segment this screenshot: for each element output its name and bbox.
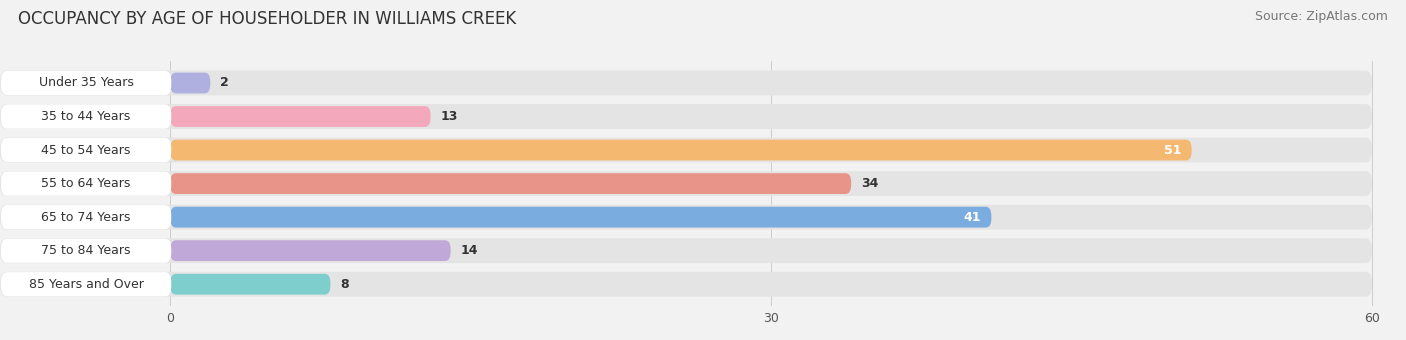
FancyBboxPatch shape [170, 173, 851, 194]
Text: 34: 34 [862, 177, 879, 190]
FancyBboxPatch shape [0, 171, 1372, 196]
FancyBboxPatch shape [0, 205, 1372, 230]
FancyBboxPatch shape [1, 104, 172, 129]
FancyBboxPatch shape [1, 171, 172, 196]
FancyBboxPatch shape [170, 240, 451, 261]
FancyBboxPatch shape [170, 207, 991, 227]
FancyBboxPatch shape [170, 274, 330, 294]
FancyBboxPatch shape [1, 71, 172, 95]
FancyBboxPatch shape [170, 106, 430, 127]
FancyBboxPatch shape [0, 104, 1372, 129]
Text: 51: 51 [1164, 143, 1181, 156]
FancyBboxPatch shape [0, 272, 1372, 296]
Text: 65 to 74 Years: 65 to 74 Years [41, 211, 131, 224]
FancyBboxPatch shape [1, 138, 172, 162]
Text: Under 35 Years: Under 35 Years [39, 76, 134, 89]
Text: OCCUPANCY BY AGE OF HOUSEHOLDER IN WILLIAMS CREEK: OCCUPANCY BY AGE OF HOUSEHOLDER IN WILLI… [18, 10, 516, 28]
FancyBboxPatch shape [0, 71, 1372, 96]
Text: 41: 41 [965, 211, 981, 224]
FancyBboxPatch shape [170, 73, 211, 94]
Text: Source: ZipAtlas.com: Source: ZipAtlas.com [1254, 10, 1388, 23]
FancyBboxPatch shape [0, 138, 1372, 163]
Text: 8: 8 [340, 278, 349, 291]
FancyBboxPatch shape [170, 140, 1192, 160]
Text: 45 to 54 Years: 45 to 54 Years [41, 143, 131, 156]
FancyBboxPatch shape [1, 239, 172, 263]
Text: 13: 13 [440, 110, 458, 123]
Text: 85 Years and Over: 85 Years and Over [28, 278, 143, 291]
FancyBboxPatch shape [1, 272, 172, 296]
Text: 35 to 44 Years: 35 to 44 Years [42, 110, 131, 123]
FancyBboxPatch shape [1, 205, 172, 229]
Text: 2: 2 [221, 76, 229, 89]
FancyBboxPatch shape [0, 238, 1372, 263]
Text: 75 to 84 Years: 75 to 84 Years [41, 244, 131, 257]
Text: 14: 14 [461, 244, 478, 257]
Text: 55 to 64 Years: 55 to 64 Years [41, 177, 131, 190]
